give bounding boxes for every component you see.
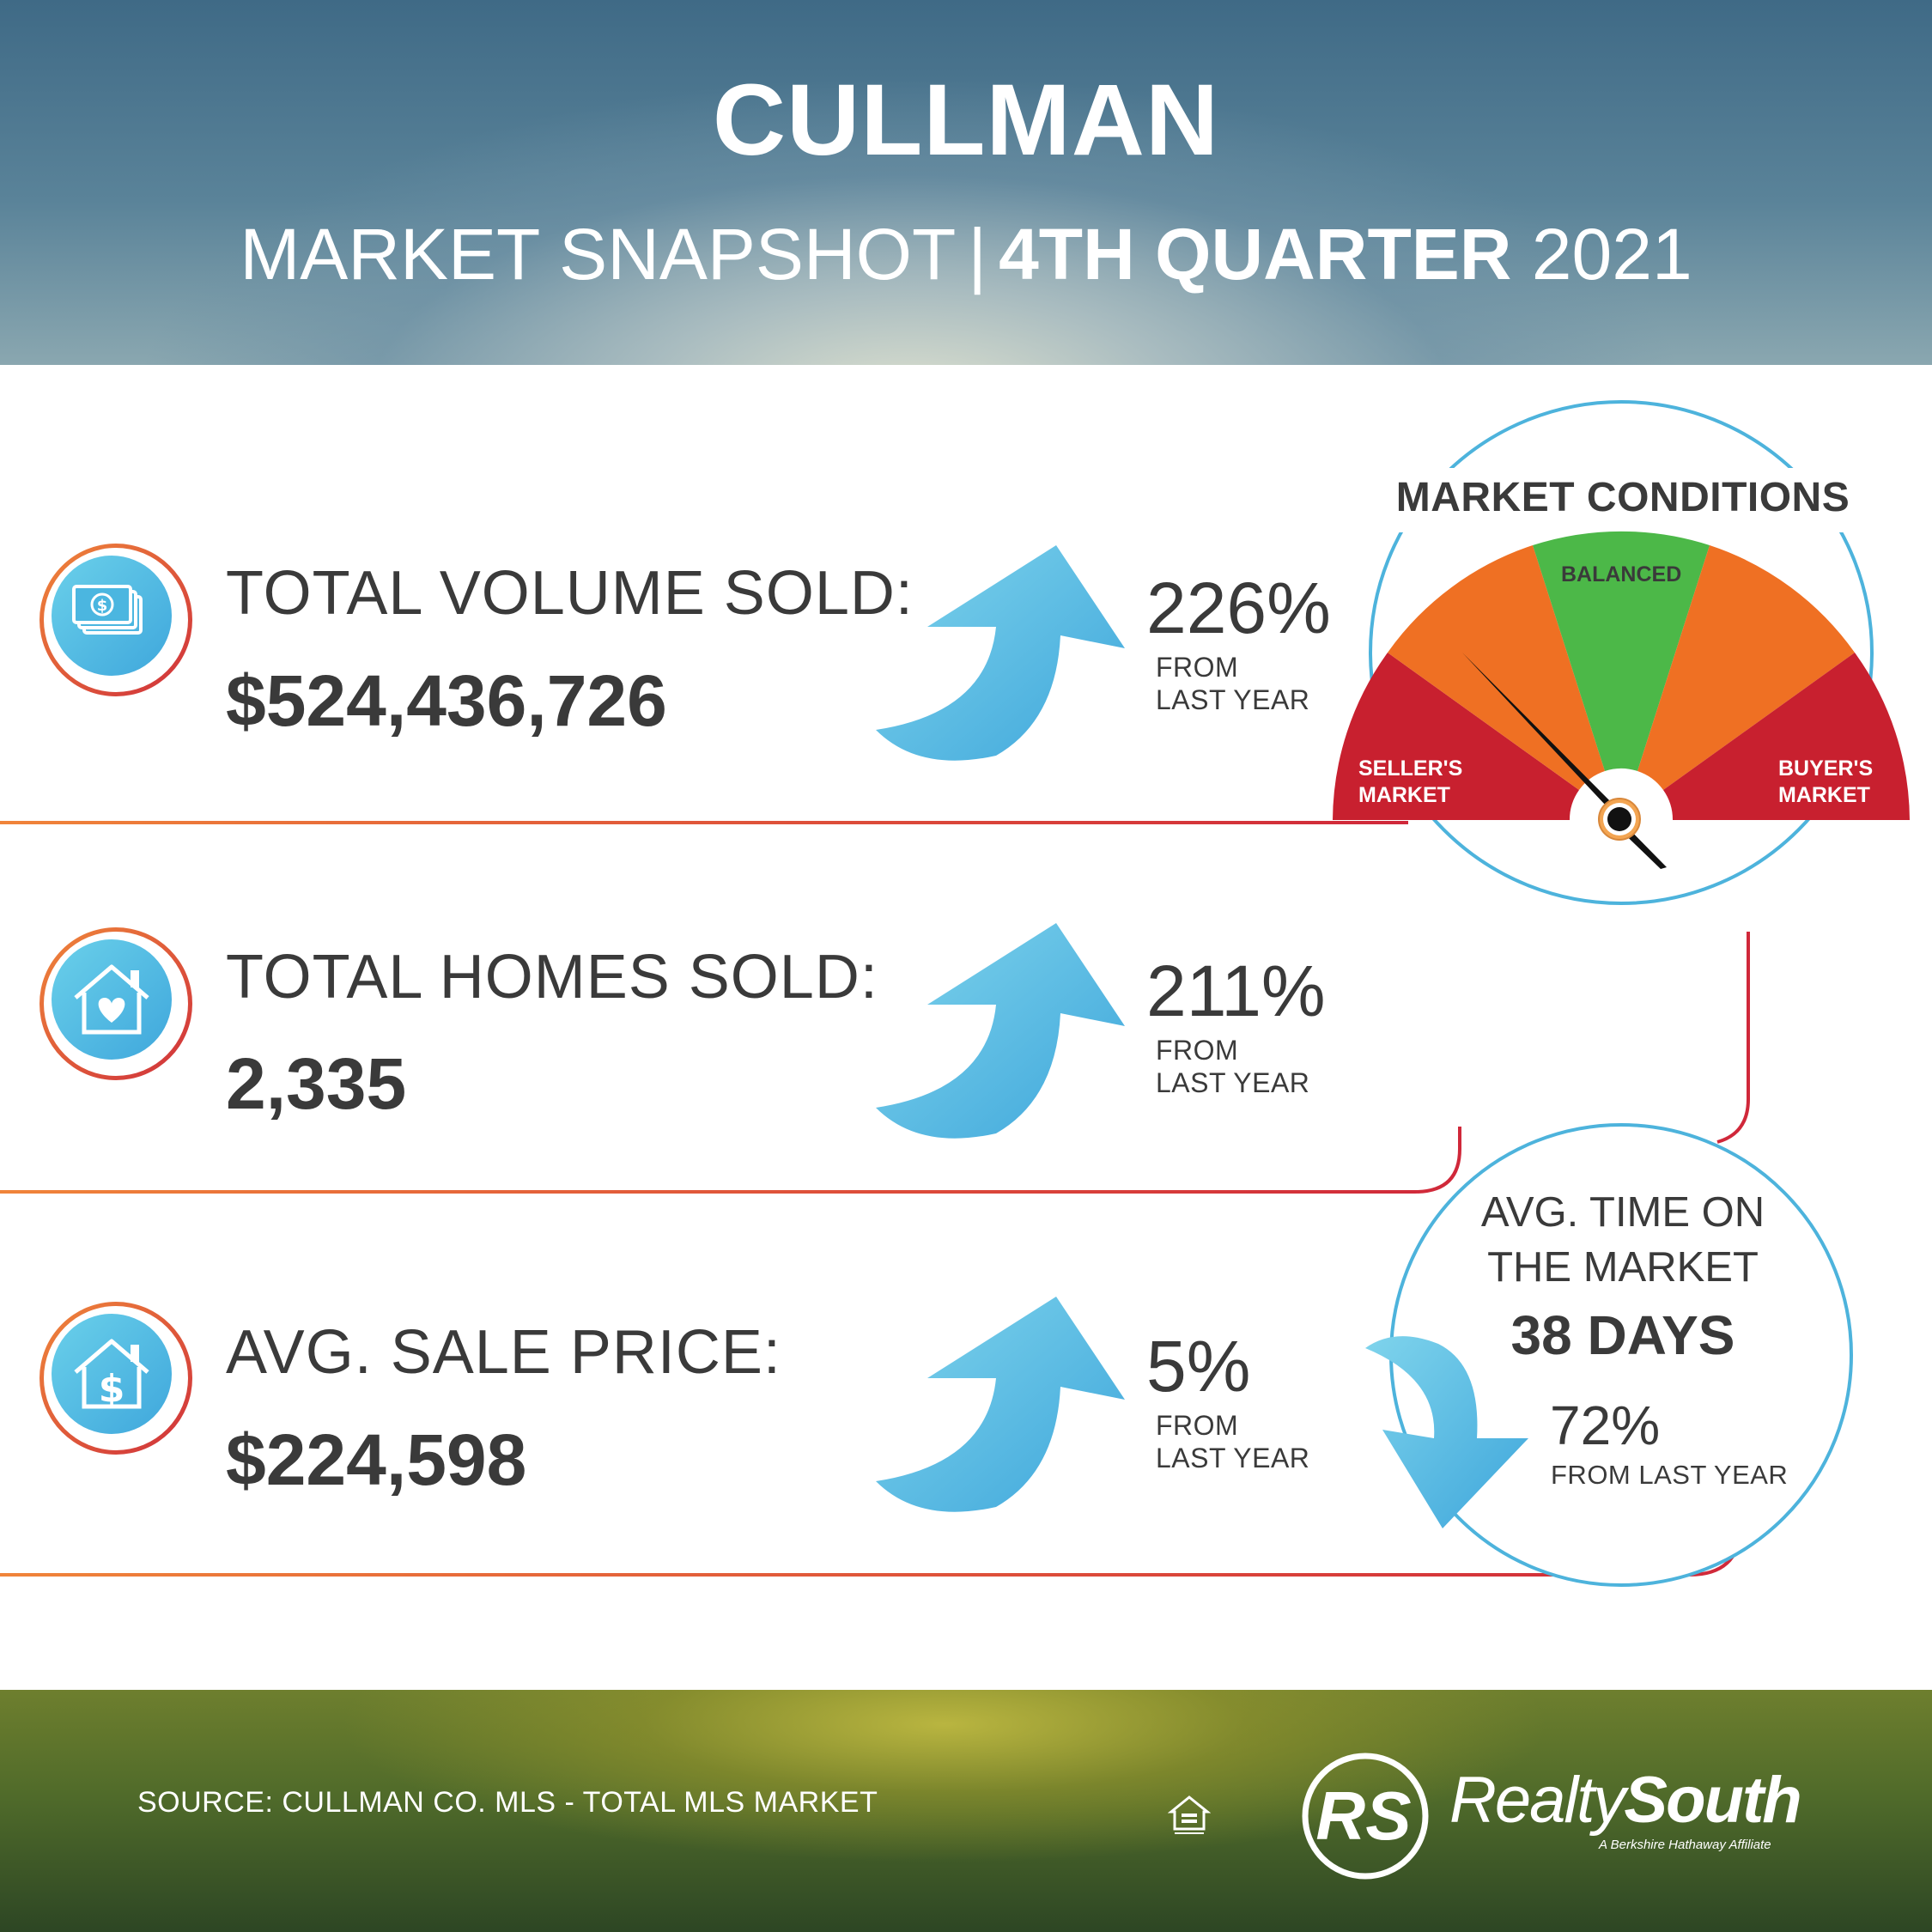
realtysouth-logo-text: RealtySouth [1449,1764,1802,1837]
avg-time-title: AVG. TIME ON THE MARKET [1480,1189,1765,1291]
avg-time-from: FROM LAST YEAR [1551,1460,1789,1490]
svg-text:$: $ [99,1367,125,1411]
volume-from: FROM LAST YEAR [1156,652,1310,715]
divider-1 [0,821,1408,824]
subtitle-year: 2021 [1531,214,1692,295]
homes-label: TOTAL HOMES SOLD: [226,943,878,1012]
house-heart-icon-badge [39,927,192,1080]
realtysouth-tagline: A Berkshire Hathaway Affiliate [1599,1838,1771,1852]
svg-text:RS: RS [1315,1777,1411,1854]
avg-time-circle [1389,1123,1853,1587]
subtitle-left: MARKET SNAPSHOT [240,214,957,295]
footer-banner [0,1690,1932,1932]
house-dollar-icon-badge: $ [39,1302,192,1455]
connector-vertical [1716,932,1750,1144]
equal-housing-icon [1168,1795,1211,1834]
price-from: FROM LAST YEAR [1156,1410,1310,1473]
gauge-title-mask [1374,468,1872,532]
price-change: 5% [1146,1326,1251,1406]
volume-change: 226% [1146,568,1331,648]
arrow-up-icon [876,1297,1125,1512]
svg-text:$: $ [97,597,108,615]
page-title: CULLMAN [712,64,1220,177]
avg-time-days: 38 DAYS [1510,1304,1735,1366]
gauge-segment-orange-right [1637,545,1855,790]
house-dollar-icon: $ [74,1339,149,1411]
subtitle-separator: | [968,214,987,295]
volume-label: TOTAL VOLUME SOLD: [226,559,914,628]
gauge-needle [1462,653,1623,819]
arrow-up-icon [876,923,1125,1139]
homes-from: FROM LAST YEAR [1156,1035,1310,1098]
house-heart-icon [74,964,149,1035]
gauge-segment-orange-left [1388,545,1605,790]
gauge-label-balanced: BALANCED [1561,562,1682,586]
gauge-segment-balanced [1533,531,1710,771]
header-banner [0,0,1932,365]
volume-value: $524,436,726 [226,660,667,741]
gauge-hub [1607,807,1631,831]
divider-2 [0,1127,1461,1194]
page-subtitle: MARKET SNAPSHOT | 4TH QUARTER 2021 [0,213,1932,296]
gauge-label-buyer: BUYER'S MARKET [1778,756,1874,807]
price-label: AVG. SALE PRICE: [226,1318,781,1387]
market-conditions-title: MARKET CONDITIONS [1395,475,1850,520]
homes-value: 2,335 [226,1043,407,1124]
arrow-up-icon [876,545,1125,761]
avg-time-change: 72% [1550,1394,1661,1456]
realtysouth-logo-mark: RS [1302,1753,1429,1880]
price-value: $224,598 [226,1419,527,1500]
money-icon: $ [72,585,143,635]
source-note: SOURCE: CULLMAN CO. MLS - TOTAL MLS MARK… [137,1786,878,1819]
gauge-segment-buyer [1663,653,1910,820]
arrow-down-icon [1365,1336,1528,1528]
gauge-label-seller: SELLER'S MARKET [1358,756,1463,807]
subtitle-quarter: 4TH QUARTER [999,214,1512,295]
homes-change: 211% [1146,951,1326,1031]
money-icon-badge: $ [39,544,192,696]
gauge-segment-seller [1333,653,1579,820]
